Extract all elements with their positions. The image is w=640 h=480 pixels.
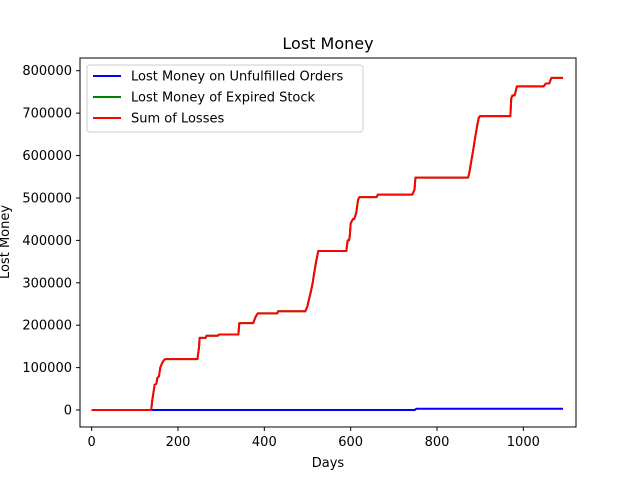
legend-box [86, 64, 364, 133]
x-tick-label: 600 [338, 435, 363, 450]
plot-frame [79, 57, 577, 428]
x-tick-label: 0 [88, 435, 96, 450]
y-axis-ticks: 0 100000 200000 300000 400000 500000 600000 700… [22, 64, 80, 419]
legend-label-3: Sum of Losses [131, 112, 224, 127]
x-axis-ticks: 0 200 400 600 800 1000 [88, 427, 540, 450]
series-line-3 [91, 76, 564, 412]
y-axis-title: Lost Money [0, 205, 13, 279]
legend-label-1: Lost Money on Unfulfilled Orders [131, 70, 343, 85]
legend-label-2: Lost Money of Expired Stock [131, 91, 316, 106]
y-tick-label: 100000 [22, 361, 72, 376]
y-tick-label: 500000 [22, 191, 72, 206]
series-layer [91, 76, 564, 412]
x-tick-label: 400 [252, 435, 277, 450]
chart-title: Lost Money [282, 34, 373, 53]
y-tick-label: 200000 [22, 319, 72, 334]
x-tick-label: 200 [166, 435, 191, 450]
y-tick-label: 0 [64, 404, 72, 419]
legend: Lost Money on Unfulfilled Orders Lost Mon… [86, 64, 364, 133]
y-tick-label: 800000 [22, 64, 72, 79]
y-tick-label: 300000 [22, 276, 72, 291]
y-tick-label: 400000 [22, 234, 72, 249]
x-axis-title: Days [312, 456, 345, 471]
series-line-1 [91, 407, 564, 412]
x-tick-label: 800 [425, 435, 450, 450]
y-tick-label: 700000 [22, 107, 72, 122]
y-tick-label: 600000 [22, 149, 72, 164]
x-tick-label: 1000 [507, 435, 540, 450]
